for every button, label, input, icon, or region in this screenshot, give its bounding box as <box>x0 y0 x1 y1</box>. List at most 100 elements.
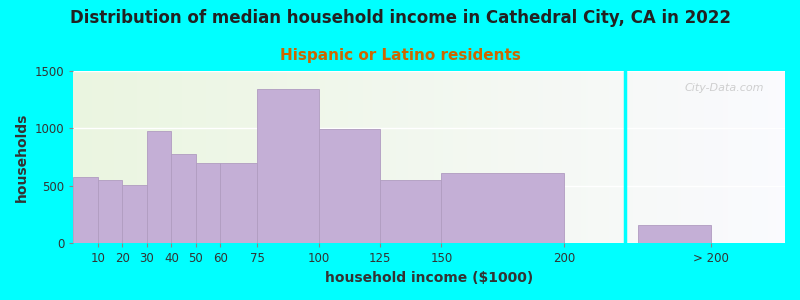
Bar <box>650 71 652 243</box>
Bar <box>237 71 239 243</box>
Bar <box>690 71 693 243</box>
Bar <box>775 71 778 243</box>
Bar <box>280 71 282 243</box>
Bar <box>750 71 752 243</box>
Bar <box>773 71 775 243</box>
Bar <box>479 71 482 243</box>
Bar <box>355 71 358 243</box>
Bar <box>94 71 97 243</box>
Bar <box>714 71 716 243</box>
Bar <box>431 71 434 243</box>
Bar <box>768 71 770 243</box>
Bar <box>209 71 211 243</box>
Bar <box>630 71 633 243</box>
Bar <box>327 71 330 243</box>
Bar <box>553 71 555 243</box>
Bar <box>318 71 320 243</box>
Bar <box>482 71 484 243</box>
Bar <box>446 71 448 243</box>
Bar <box>474 71 477 243</box>
Bar <box>406 71 408 243</box>
Bar <box>745 71 747 243</box>
Y-axis label: households: households <box>15 112 29 202</box>
Bar <box>498 71 500 243</box>
Bar <box>638 71 640 243</box>
Bar <box>602 71 605 243</box>
Bar <box>104 71 106 243</box>
Bar <box>522 71 524 243</box>
Bar <box>730 71 733 243</box>
Bar <box>495 71 498 243</box>
Bar <box>413 71 415 243</box>
Bar <box>106 71 109 243</box>
Bar <box>199 71 202 243</box>
Bar <box>234 71 237 243</box>
Bar <box>249 71 251 243</box>
Bar <box>227 71 230 243</box>
Bar <box>645 71 647 243</box>
Bar <box>365 71 367 243</box>
Bar <box>315 71 318 243</box>
Bar <box>130 71 133 243</box>
Bar <box>246 71 249 243</box>
Bar <box>102 71 104 243</box>
Bar <box>80 71 82 243</box>
Bar <box>595 71 598 243</box>
Bar <box>489 71 490 243</box>
Bar <box>716 71 718 243</box>
Bar <box>242 71 244 243</box>
Bar <box>161 71 163 243</box>
Bar <box>505 71 507 243</box>
Bar <box>339 71 342 243</box>
Bar <box>762 71 764 243</box>
Bar <box>531 71 534 243</box>
Bar <box>296 71 298 243</box>
Bar <box>654 71 657 243</box>
Bar <box>178 71 180 243</box>
Bar <box>512 71 514 243</box>
Bar <box>382 71 384 243</box>
Bar <box>322 71 325 243</box>
Bar <box>766 71 768 243</box>
Bar <box>647 71 650 243</box>
Bar <box>170 71 173 243</box>
Bar <box>569 71 571 243</box>
Bar <box>448 71 450 243</box>
Bar <box>742 71 745 243</box>
Bar <box>526 71 529 243</box>
Bar <box>764 71 766 243</box>
Bar <box>472 71 474 243</box>
Bar <box>204 71 206 243</box>
Bar <box>377 71 379 243</box>
Bar <box>711 71 714 243</box>
Bar <box>109 71 111 243</box>
Bar <box>146 71 149 243</box>
Bar <box>342 71 344 243</box>
Bar <box>536 71 538 243</box>
Bar <box>123 71 126 243</box>
Bar <box>122 185 147 243</box>
Bar <box>614 71 617 243</box>
Bar <box>519 71 522 243</box>
Bar <box>723 71 726 243</box>
Bar <box>301 71 303 243</box>
Bar <box>116 71 118 243</box>
Bar <box>493 71 495 243</box>
Bar <box>220 71 222 243</box>
Bar <box>571 71 574 243</box>
Bar <box>206 71 209 243</box>
Bar <box>635 71 638 243</box>
Bar <box>128 71 130 243</box>
Bar <box>652 71 654 243</box>
Bar <box>135 71 138 243</box>
Bar <box>163 71 166 243</box>
Bar <box>374 71 377 243</box>
Bar <box>443 71 446 243</box>
Text: Distribution of median household income in Cathedral City, CA in 2022: Distribution of median household income … <box>70 9 730 27</box>
Bar <box>576 71 578 243</box>
Bar <box>142 71 144 243</box>
Bar <box>258 71 261 243</box>
Bar <box>470 71 472 243</box>
Bar <box>349 71 351 243</box>
Bar <box>610 71 612 243</box>
